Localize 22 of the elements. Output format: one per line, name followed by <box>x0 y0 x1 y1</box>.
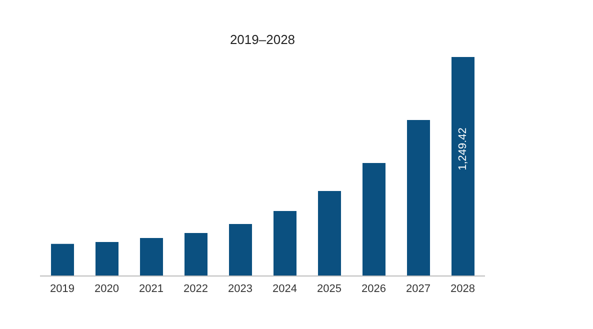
bar <box>407 120 430 276</box>
bar <box>452 57 474 276</box>
x-tick-label: 2026 <box>362 282 386 295</box>
bar <box>229 224 252 276</box>
x-tick-label: 2025 <box>317 282 342 295</box>
bar <box>184 233 208 276</box>
x-tick-label: 2022 <box>184 282 208 295</box>
x-tick-label: 2023 <box>228 282 252 295</box>
chart-title: 2019–2028 <box>228 32 296 47</box>
bar <box>362 162 386 276</box>
x-tick-label: 2024 <box>272 282 297 295</box>
x-tick-label: 2021 <box>139 282 164 295</box>
x-tick-label: 2020 <box>94 282 119 295</box>
bar <box>96 242 118 276</box>
bar <box>140 238 163 276</box>
bar <box>318 190 341 276</box>
bar <box>51 244 74 276</box>
bar <box>274 210 296 276</box>
data-label: 1,249.42 <box>457 128 469 170</box>
x-tick-label: 2027 <box>406 282 430 295</box>
x-tick-label: 2028 <box>450 282 475 295</box>
x-tick-label: 2019 <box>50 282 74 295</box>
